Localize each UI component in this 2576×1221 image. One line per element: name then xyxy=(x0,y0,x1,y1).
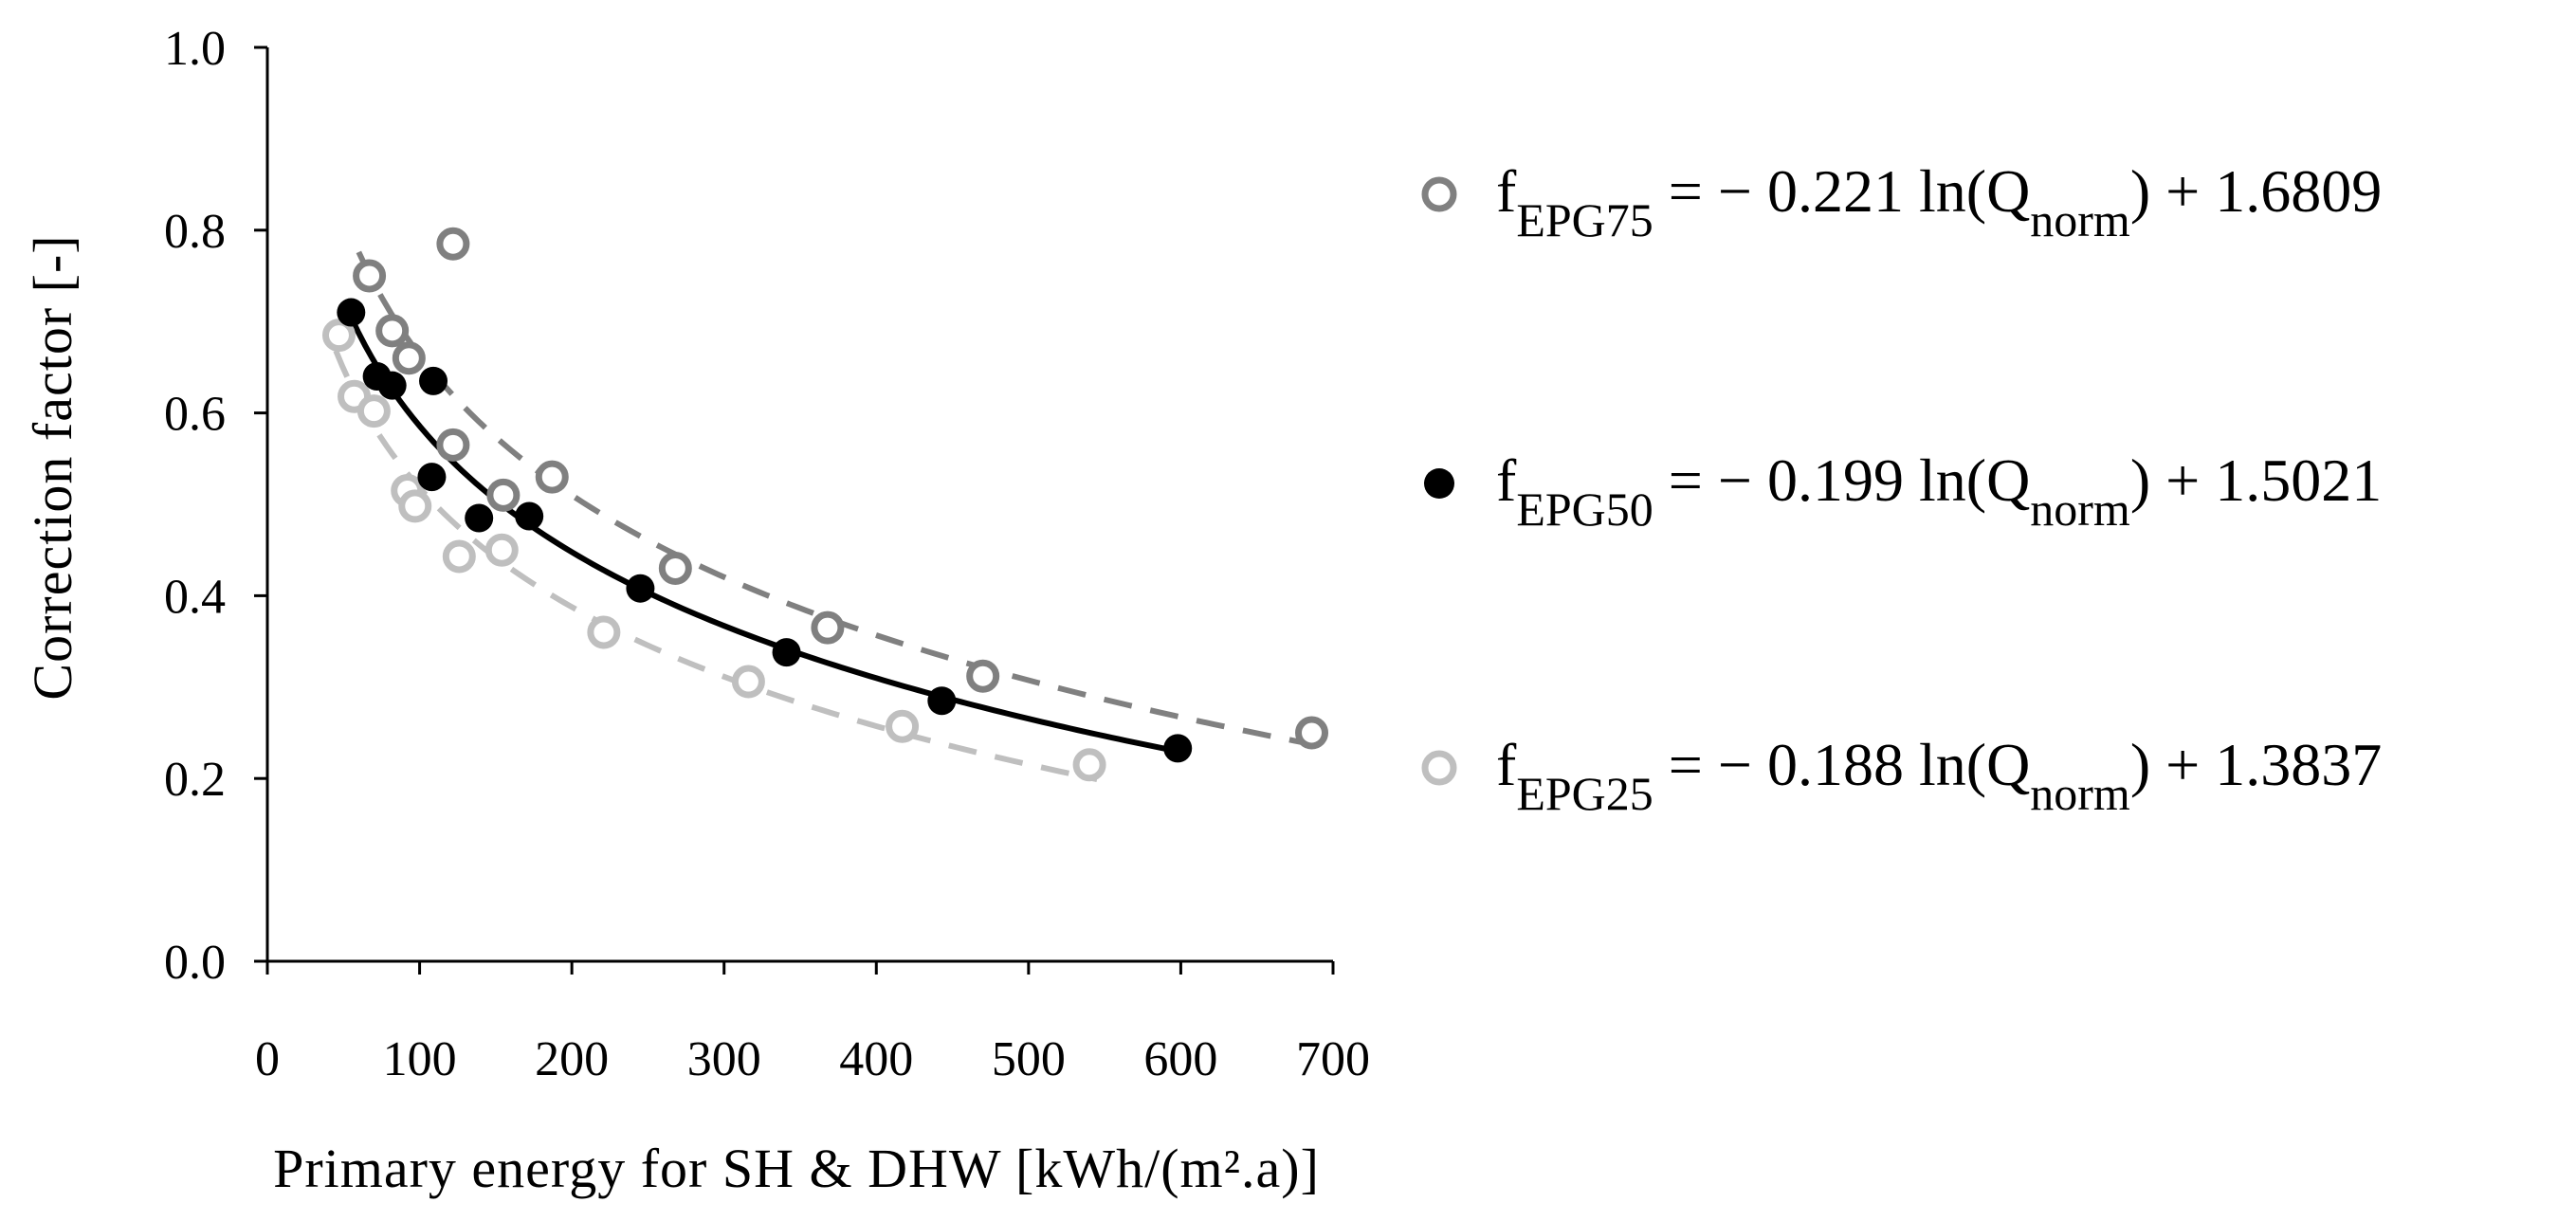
x-axis-title: Primary energy for SH & DHW [kWh/(m².a)] xyxy=(273,1138,1320,1199)
point-epg75 xyxy=(375,314,410,348)
point-epg25 xyxy=(587,615,621,649)
legend-mid: = − 0.188 ln(Q xyxy=(1653,731,2031,798)
point-epg25 xyxy=(356,394,391,428)
legend-subscript: EPG75 xyxy=(1516,193,1653,246)
point-epg75 xyxy=(392,341,426,375)
point-epg75 xyxy=(353,259,387,293)
y-tick-label: 0.0 xyxy=(164,936,226,990)
point-epg50 xyxy=(417,463,447,492)
legend-mid-sub: norm xyxy=(2030,193,2130,246)
x-tick-label: 100 xyxy=(383,1032,457,1086)
legend-equation-epg50: fEPG50 = − 0.199 ln(Qnorm) + 1.5021 xyxy=(1496,446,2382,536)
y-tick-label: 1.0 xyxy=(164,22,226,76)
legend-subscript: EPG25 xyxy=(1516,767,1653,820)
legend-prefix: f xyxy=(1496,446,1517,514)
x-ticks: 0 100 200 300 400 500 600 700 xyxy=(255,961,1370,1086)
x-tick-label: 300 xyxy=(687,1032,761,1086)
legend-suffix: ) + 1.5021 xyxy=(2130,446,2382,514)
point-epg75 xyxy=(1295,716,1329,750)
legend-prefix: f xyxy=(1496,731,1517,798)
point-epg50 xyxy=(927,686,957,716)
point-epg50 xyxy=(515,501,544,531)
point-epg75 xyxy=(658,551,692,585)
point-epg25 xyxy=(321,319,356,353)
point-epg50 xyxy=(337,298,366,327)
point-epg75 xyxy=(535,460,569,494)
legend-suffix: ) + 1.3837 xyxy=(2130,731,2382,798)
legend-mid: = − 0.221 ln(Q xyxy=(1653,157,2031,225)
point-epg25 xyxy=(886,709,920,743)
x-tick-label: 600 xyxy=(1143,1032,1217,1086)
point-epg50 xyxy=(626,574,655,603)
legend-mid: = − 0.199 ln(Q xyxy=(1653,446,2031,514)
y-tick-label: 0.6 xyxy=(164,388,226,442)
legend-mid-sub: norm xyxy=(2030,767,2130,820)
y-tick-label: 0.8 xyxy=(164,205,226,259)
point-epg25 xyxy=(731,665,765,699)
fit-line-epg50 xyxy=(348,316,1182,756)
point-epg25 xyxy=(1072,748,1106,782)
legend-marker-epg50 xyxy=(1424,468,1454,499)
point-epg50 xyxy=(377,371,407,400)
x-tick-label: 0 xyxy=(255,1032,280,1086)
point-epg75 xyxy=(966,659,1000,693)
legend-suffix: ) + 1.6809 xyxy=(2130,157,2382,225)
x-tick-label: 500 xyxy=(992,1032,1066,1086)
point-epg50 xyxy=(419,366,448,395)
legend-marker-epg75 xyxy=(1421,176,1457,212)
axes xyxy=(265,47,1333,963)
legend-prefix: f xyxy=(1496,157,1517,225)
point-epg25 xyxy=(484,533,519,567)
x-tick-label: 400 xyxy=(839,1032,913,1086)
point-epg75 xyxy=(436,227,470,261)
fit-line-epg25 xyxy=(333,349,1098,782)
legend-marker-epg25 xyxy=(1421,750,1457,786)
y-tick-label: 0.4 xyxy=(164,570,226,624)
point-epg75 xyxy=(811,610,845,645)
y-axis-title: Correction factor [-] xyxy=(22,234,83,700)
x-tick-label: 200 xyxy=(535,1032,609,1086)
point-epg50 xyxy=(772,638,801,667)
y-tick-label: 0.2 xyxy=(164,753,226,807)
legend-subscript: EPG50 xyxy=(1516,483,1653,536)
point-epg75 xyxy=(486,478,521,512)
data-points xyxy=(321,227,1329,782)
point-epg50 xyxy=(1163,734,1193,763)
x-tick-label: 700 xyxy=(1296,1032,1370,1086)
point-epg75 xyxy=(436,428,470,462)
legend-equation-epg75: fEPG75 = − 0.221 ln(Qnorm) + 1.6809 xyxy=(1496,157,2382,246)
legend-equation-epg25: fEPG25 = − 0.188 ln(Qnorm) + 1.3837 xyxy=(1496,731,2382,820)
point-epg50 xyxy=(465,503,494,533)
point-epg25 xyxy=(442,539,476,574)
legend-mid-sub: norm xyxy=(2030,483,2130,536)
point-epg25 xyxy=(398,489,432,523)
y-ticks: 0.0 0.2 0.4 0.6 0.8 1.0 xyxy=(164,22,267,990)
legend: fEPG75 = − 0.221 ln(Qnorm) + 1.6809fEPG5… xyxy=(1421,157,2382,820)
